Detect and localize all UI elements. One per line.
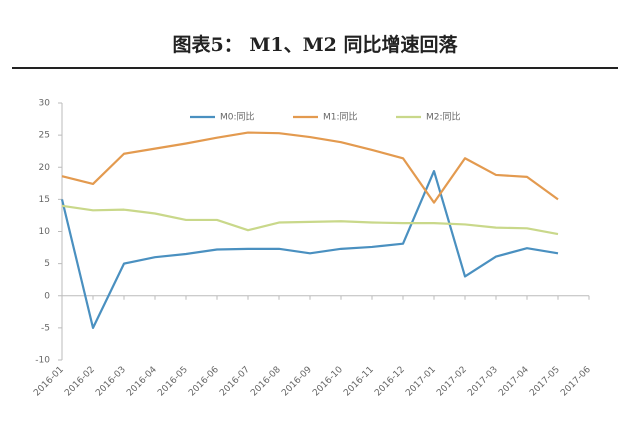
y-tick-label: -10 bbox=[35, 356, 50, 366]
x-tick-label: 2017-03 bbox=[466, 365, 500, 399]
legend-label: M0:同比 bbox=[220, 111, 255, 123]
x-tick-label: 2017-06 bbox=[559, 365, 593, 399]
legend-label: M2:同比 bbox=[426, 111, 461, 123]
y-tick-label: -5 bbox=[41, 323, 50, 333]
y-tick-label: 5 bbox=[44, 259, 50, 269]
y-tick-label: 20 bbox=[39, 163, 51, 173]
x-tick-label: 2017-04 bbox=[497, 365, 531, 399]
legend-label: M1:同比 bbox=[323, 111, 358, 123]
x-tick-label: 2016-10 bbox=[311, 365, 345, 399]
x-tick-label: 2016-04 bbox=[125, 365, 159, 399]
y-tick-label: 25 bbox=[39, 131, 50, 141]
x-tick-label: 2016-03 bbox=[94, 365, 128, 399]
x-tick-label: 2016-06 bbox=[187, 365, 221, 399]
y-tick-label: 15 bbox=[39, 195, 50, 205]
x-tick-label: 2017-05 bbox=[528, 365, 562, 399]
x-tick-label: 2016-09 bbox=[280, 365, 314, 399]
x-tick-label: 2017-01 bbox=[404, 365, 438, 399]
series-line bbox=[61, 131, 559, 204]
x-tick-label: 2017-02 bbox=[435, 365, 469, 399]
x-tick-label: 2016-08 bbox=[249, 365, 283, 399]
x-tick-label: 2016-01 bbox=[32, 365, 66, 399]
series-line bbox=[60, 170, 559, 329]
x-tick-label: 2016-05 bbox=[156, 365, 190, 399]
x-tick-label: 2016-12 bbox=[373, 365, 407, 399]
x-tick-label: 2016-07 bbox=[218, 365, 252, 399]
chart-title: 图表5： M1、M2 同比增速回落 bbox=[173, 33, 459, 56]
y-tick-label: 0 bbox=[44, 291, 50, 301]
y-tick-label: 10 bbox=[39, 227, 51, 237]
y-tick-label: 30 bbox=[39, 99, 51, 109]
series-line bbox=[61, 204, 559, 236]
x-tick-label: 2016-02 bbox=[63, 365, 97, 399]
x-tick-label: 2016-11 bbox=[342, 365, 376, 399]
